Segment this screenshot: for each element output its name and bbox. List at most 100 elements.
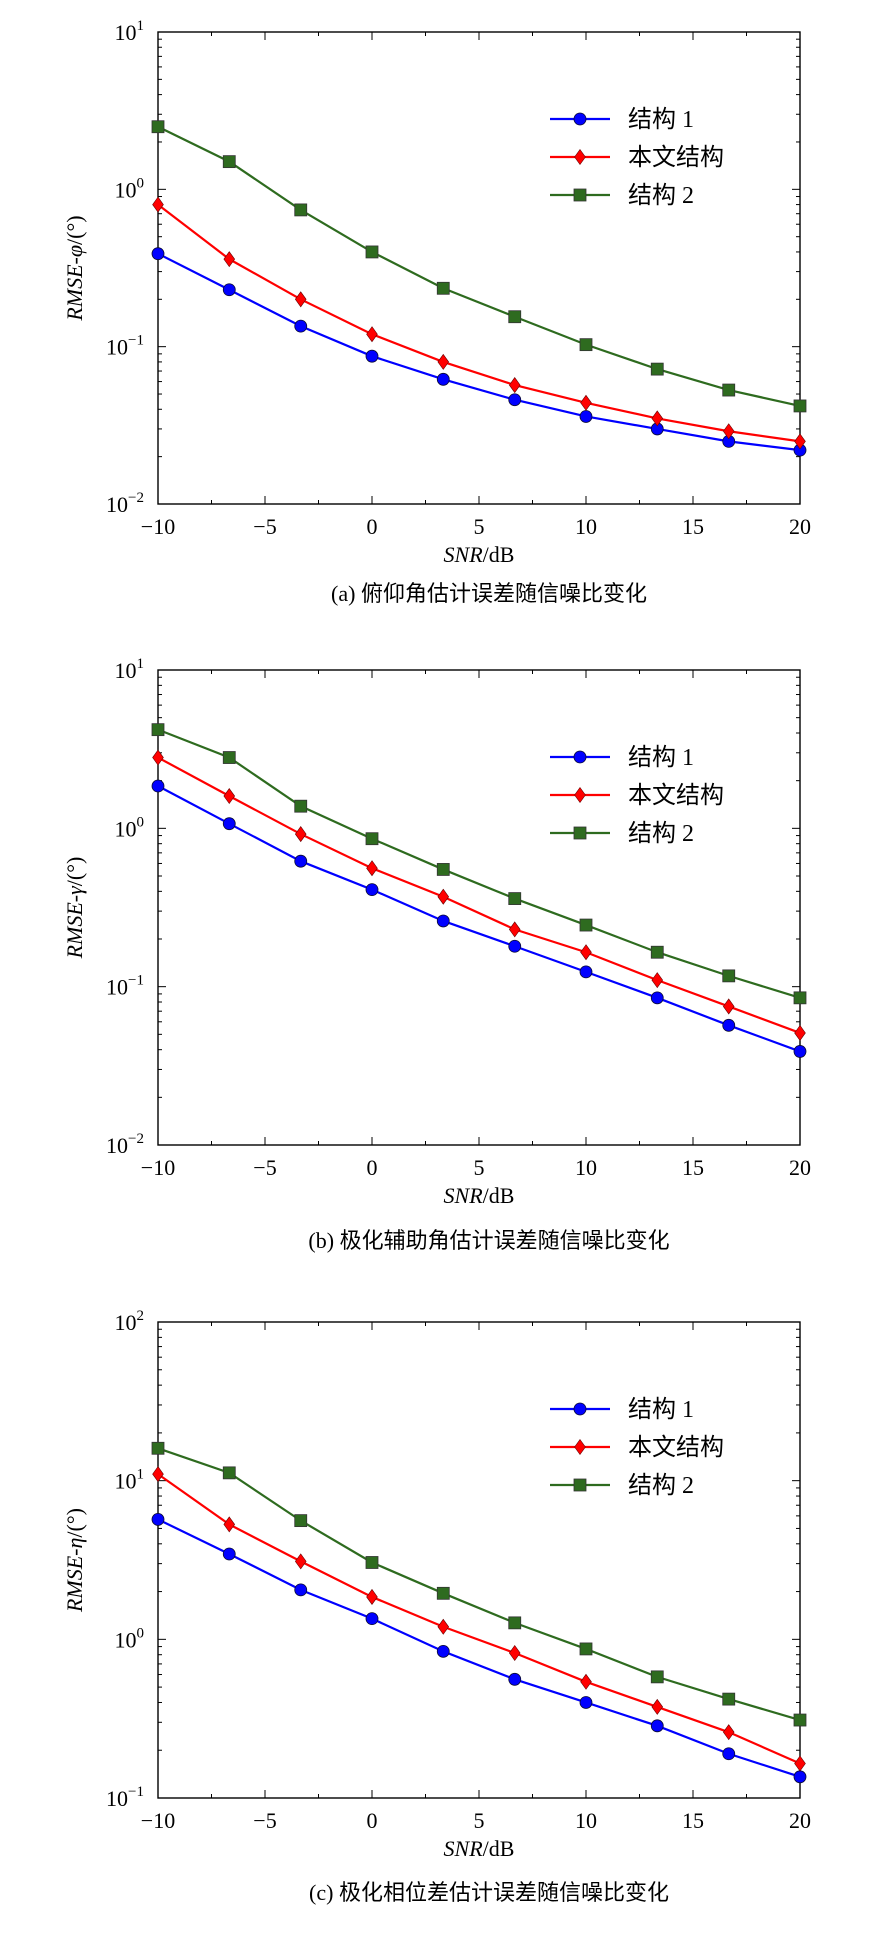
x-tick-label: 10 bbox=[575, 1155, 597, 1180]
data-point bbox=[650, 1670, 664, 1684]
data-point bbox=[722, 998, 735, 1015]
data-point bbox=[294, 203, 308, 217]
x-tick-label: 0 bbox=[367, 1155, 378, 1180]
series-2 bbox=[151, 723, 807, 1005]
legend-marker bbox=[573, 826, 587, 840]
chart-panel-1: −10 −5 0 5 10 15 20 10−2 10−1 100 101 SNR/dB RMSE-γ/… bbox=[62, 656, 811, 1253]
y-tick-label: 101 bbox=[115, 1467, 145, 1494]
data-point bbox=[151, 1513, 165, 1526]
data-point bbox=[579, 918, 593, 932]
x-axis-label: SNR/dB bbox=[444, 542, 515, 567]
y-tick-label: 10−1 bbox=[106, 1784, 144, 1811]
x-axis-label: SNR/dB bbox=[444, 1836, 515, 1861]
legend-marker bbox=[573, 1402, 587, 1416]
data-point bbox=[294, 1514, 308, 1528]
x-tick-label: 10 bbox=[575, 514, 597, 539]
data-point bbox=[793, 1770, 807, 1784]
series-line bbox=[157, 756, 801, 1034]
legend-label: 本文结构 bbox=[628, 144, 724, 171]
data-point bbox=[794, 1755, 806, 1772]
legend-label: 结构 1 bbox=[628, 106, 694, 133]
data-point bbox=[793, 399, 807, 413]
data-point bbox=[794, 433, 806, 450]
x-tick-label: 20 bbox=[789, 514, 811, 539]
data-point bbox=[151, 1441, 165, 1455]
data-point bbox=[365, 349, 379, 363]
data-point bbox=[650, 991, 664, 1005]
data-point bbox=[294, 1583, 308, 1597]
series-line bbox=[157, 125, 801, 408]
data-point bbox=[365, 245, 379, 259]
x-axis-label: SNR/dB bbox=[444, 1183, 515, 1208]
data-point bbox=[579, 410, 593, 423]
data-point bbox=[366, 326, 378, 343]
chart-panel-2: −10 −5 0 5 10 15 20 10−1 100 101 102 SNR/dB RMSE-η/(… bbox=[62, 1308, 811, 1905]
data-point bbox=[580, 944, 592, 961]
data-point bbox=[579, 338, 593, 352]
data-point bbox=[151, 247, 165, 261]
y-tick-label: 10−2 bbox=[106, 490, 144, 517]
legend-label: 本文结构 bbox=[628, 782, 724, 809]
data-point bbox=[722, 423, 735, 440]
data-point bbox=[508, 921, 521, 938]
data-point bbox=[223, 788, 236, 805]
data-point bbox=[365, 1612, 379, 1626]
series-0 bbox=[151, 779, 807, 1058]
legend-marker bbox=[574, 786, 586, 804]
data-point bbox=[579, 1642, 593, 1656]
data-point bbox=[365, 1556, 379, 1569]
series-line bbox=[157, 728, 801, 999]
data-point bbox=[508, 892, 522, 905]
data-point bbox=[294, 291, 307, 308]
data-point bbox=[793, 1045, 807, 1058]
data-point bbox=[152, 196, 164, 213]
data-point bbox=[294, 854, 308, 868]
data-point bbox=[580, 1673, 592, 1690]
data-point bbox=[222, 817, 236, 831]
legend-label: 结构 1 bbox=[628, 744, 694, 771]
x-tick-label: 15 bbox=[682, 514, 704, 539]
series-2 bbox=[151, 120, 807, 413]
x-tick-label: −10 bbox=[141, 1155, 175, 1180]
figure-caption: (c) 极化相位差估计误差随信噪比变化 bbox=[309, 1880, 669, 1905]
legend-label: 结构 2 bbox=[628, 820, 694, 847]
series-line bbox=[157, 1518, 801, 1778]
legend-marker bbox=[573, 750, 587, 764]
y-axis-label: RMSE-φ/(°) bbox=[62, 215, 87, 321]
data-point bbox=[436, 863, 450, 876]
data-point bbox=[722, 1018, 736, 1032]
legend-marker bbox=[573, 1478, 587, 1492]
y-tick-label: 100 bbox=[115, 814, 145, 841]
x-tick-label: 20 bbox=[789, 1808, 811, 1833]
data-point bbox=[794, 1024, 806, 1041]
x-tick-label: 0 bbox=[367, 1808, 378, 1833]
data-point bbox=[294, 319, 308, 333]
data-point bbox=[579, 1696, 593, 1709]
legend-marker bbox=[574, 1438, 586, 1456]
chart-panel-0: −10 −5 0 5 10 15 20 10−2 10−1 100 101 SNR/dB RMSE-φ/… bbox=[62, 18, 811, 606]
y-tick-label: 101 bbox=[115, 18, 145, 45]
data-point bbox=[366, 1588, 378, 1605]
data-point bbox=[436, 281, 450, 295]
series-line bbox=[157, 203, 801, 443]
data-point bbox=[508, 1644, 521, 1662]
data-point bbox=[365, 832, 379, 846]
data-point bbox=[294, 1553, 307, 1570]
data-point bbox=[222, 1466, 236, 1480]
legend-label: 结构 2 bbox=[628, 1472, 694, 1499]
x-tick-label: 10 bbox=[575, 1808, 597, 1833]
data-point bbox=[437, 888, 450, 905]
plot-frame bbox=[157, 31, 801, 505]
data-point bbox=[508, 393, 522, 407]
series-1 bbox=[152, 1466, 806, 1772]
x-tick-label: −10 bbox=[141, 1808, 175, 1833]
data-point bbox=[650, 362, 664, 376]
y-tick-label: 101 bbox=[115, 656, 145, 683]
data-point bbox=[508, 1672, 522, 1686]
data-point bbox=[722, 1692, 736, 1706]
x-tick-label: −10 bbox=[141, 514, 175, 539]
data-point bbox=[152, 1466, 164, 1483]
data-point bbox=[222, 751, 236, 764]
series-line bbox=[157, 252, 801, 452]
